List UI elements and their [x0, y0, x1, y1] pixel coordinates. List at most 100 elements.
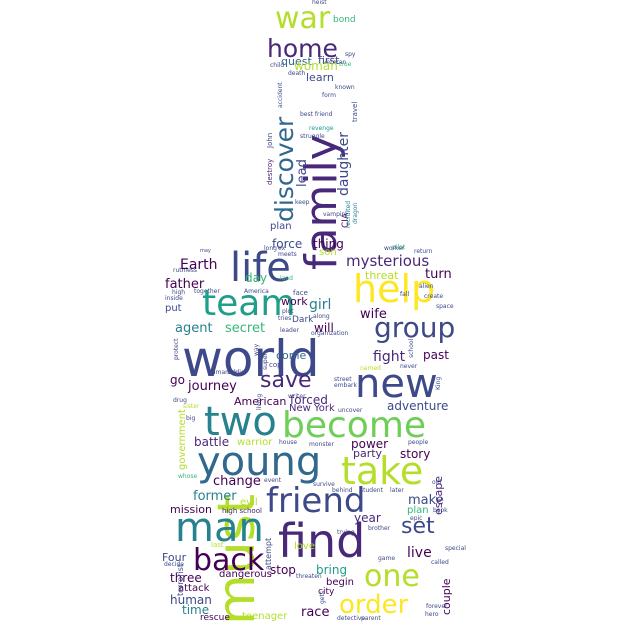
word-cloud-term: help — [353, 267, 436, 311]
word-cloud-term: America — [244, 288, 269, 295]
word-cloud-term: big — [186, 415, 196, 422]
word-cloud-term: ex — [278, 245, 286, 252]
word-cloud-term: land — [280, 275, 293, 282]
word-cloud-term: worker — [384, 245, 405, 252]
word-cloud-term: plan — [270, 221, 292, 232]
word-cloud-term: girl — [309, 297, 332, 313]
word-cloud-term: group — [374, 311, 456, 344]
word-cloud-term: return — [414, 248, 433, 255]
word-cloud-term: best friend — [300, 111, 333, 118]
word-cloud-term: discover — [270, 116, 299, 222]
word-cloud-term: become — [282, 405, 427, 446]
word-cloud-term: veteran — [323, 59, 347, 66]
word-cloud-term: take — [341, 449, 424, 493]
word-cloud-term: long — [264, 245, 277, 252]
word-cloud-term: order — [339, 590, 409, 620]
word-cloud-term: way — [253, 343, 260, 356]
word-cloud-term: begin — [326, 577, 354, 588]
word-cloud-term: student — [360, 487, 383, 494]
word-cloud-term: humanity — [208, 369, 237, 376]
word-cloud-term: work — [281, 295, 308, 308]
word-cloud-term: embark — [334, 382, 357, 389]
word-cloud-term: home — [267, 34, 338, 63]
word-cloud-term: first — [318, 54, 340, 67]
word-cloud-term: year — [354, 511, 381, 525]
word-cloud-term: will — [314, 321, 334, 335]
word-cloud-term: attempt — [264, 537, 273, 570]
word-cloud-term: two — [204, 399, 277, 445]
word-cloud-term: back — [193, 543, 265, 578]
word-cloud-term: plot — [282, 308, 294, 315]
word-cloud-term: whose — [178, 473, 198, 480]
word-cloud-term: high — [172, 289, 186, 296]
word-cloud-term: three — [170, 571, 202, 585]
word-cloud-term: together — [194, 288, 220, 295]
word-cloud-term: adventure — [387, 399, 449, 413]
word-cloud-term: destroy — [266, 158, 274, 185]
word-cloud-term: hero — [425, 611, 439, 618]
word-cloud-term: brother — [368, 525, 391, 532]
word-cloud-term: agent — [175, 321, 213, 336]
word-cloud-term: young — [197, 439, 322, 485]
word-cloud-term: inside — [165, 295, 183, 302]
word-cloud-term: true — [339, 61, 352, 68]
word-cloud-term: revenge — [309, 125, 334, 132]
word-cloud-term: race — [301, 605, 330, 620]
word-cloud-term: turn — [425, 267, 452, 282]
word-cloud-term: face — [293, 289, 308, 297]
word-cloud-term: change — [213, 474, 261, 489]
word-cloud-term: forced — [290, 393, 328, 407]
word-cloud-term: story — [400, 447, 431, 461]
word-cloud-term: threat — [365, 269, 399, 282]
word-cloud-term: world — [182, 330, 320, 388]
word-cloud-term: detective — [337, 615, 366, 622]
word-cloud-term: John — [266, 132, 274, 148]
word-cloud-term: mission — [170, 503, 212, 516]
word-cloud-term: protect — [173, 338, 180, 360]
word-cloud-term: attack — [178, 583, 210, 594]
word-cloud-term: meets — [278, 251, 297, 258]
word-cloud-term: put — [165, 303, 182, 314]
word-cloud-term: fall — [400, 291, 410, 298]
word-cloud-term: ruthless — [173, 267, 198, 274]
word-cloud-term: battle — [194, 435, 230, 449]
word-cloud-term: love — [294, 541, 315, 552]
word-cloud-term: day — [245, 271, 268, 285]
word-cloud-term: wife — [360, 307, 387, 322]
word-cloud-term: couple — [440, 578, 453, 615]
word-cloud-term: journey — [188, 379, 237, 394]
word-cloud-term: escape — [432, 475, 445, 515]
word-cloud-term: uncover — [338, 407, 363, 414]
word-cloud-term: last — [211, 541, 224, 549]
word-cloud-term: form — [322, 92, 336, 99]
word-cloud-term: party — [353, 447, 383, 460]
word-cloud-term: teenager — [242, 611, 288, 622]
word-cloud-term: high school — [222, 507, 262, 515]
word-cloud-term: new — [355, 361, 438, 407]
word-cloud-term: human — [170, 593, 212, 607]
word-cloud-term: former — [193, 489, 237, 504]
word-cloud-term: known — [335, 84, 355, 91]
word-cloud-term: super — [262, 353, 269, 370]
word-cloud-term: dangerous — [219, 569, 272, 580]
word-cloud-term: accident — [277, 82, 284, 108]
word-cloud-term: may — [200, 248, 211, 254]
word-cloud-term: organization — [311, 330, 349, 337]
word-cloud-term: decide — [164, 561, 184, 568]
word-cloud-term: woman — [294, 59, 338, 73]
word-cloud-term: Four — [162, 551, 187, 564]
word-cloud-term: dragon — [352, 202, 359, 224]
word-cloud-term: heist — [312, 0, 327, 6]
word-cloud-term: learn — [306, 71, 334, 84]
word-cloud-term: house — [279, 439, 298, 446]
word-cloud-term: warrior — [237, 437, 273, 448]
word-cloud-term: vampire — [323, 211, 348, 218]
word-cloud-term: power — [351, 437, 389, 451]
word-cloud-term: tries — [278, 315, 292, 322]
word-cloud-term: son — [319, 247, 337, 258]
word-cloud-term: death — [288, 70, 306, 77]
word-cloud-term: war — [275, 1, 331, 36]
word-cloud-term: lead — [295, 159, 310, 187]
word-cloud-term: government — [177, 409, 188, 470]
word-cloud-term: child — [270, 62, 285, 69]
